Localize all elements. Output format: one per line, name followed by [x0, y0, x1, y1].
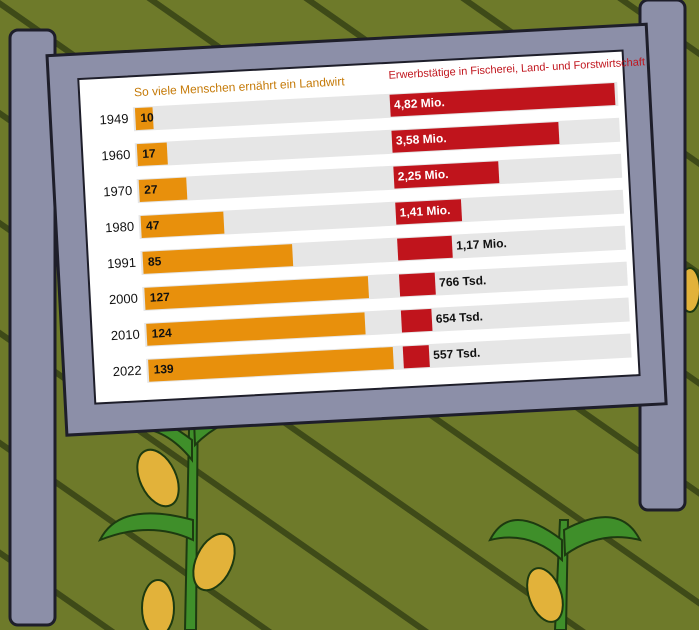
bar — [391, 121, 560, 153]
year-label: 1970 — [103, 183, 133, 199]
bar — [134, 107, 154, 131]
bar — [138, 177, 188, 203]
year-label: 1991 — [107, 255, 137, 271]
bar — [144, 276, 370, 310]
value-label: 766 Tsd. — [439, 273, 487, 289]
bar — [400, 308, 433, 333]
value-label: 127 — [149, 290, 170, 305]
year-label: 2000 — [109, 291, 139, 307]
row-background — [138, 189, 625, 240]
value-label: 27 — [144, 182, 158, 197]
bar — [142, 244, 294, 274]
value-label: 47 — [146, 218, 160, 233]
value-label: 17 — [142, 146, 156, 161]
bar — [136, 142, 168, 167]
bar — [148, 346, 394, 382]
bar — [398, 272, 436, 297]
bar — [146, 312, 366, 346]
value-label: 2,25 Mio. — [397, 167, 448, 184]
bar — [397, 235, 453, 261]
value-label: 654 Tsd. — [436, 309, 484, 325]
bar — [393, 161, 500, 189]
row-background — [136, 153, 623, 204]
year-label: 2022 — [112, 363, 142, 379]
value-label: 557 Tsd. — [433, 346, 481, 362]
year-label: 2010 — [110, 327, 140, 343]
bar — [395, 199, 463, 225]
value-label: 1,17 Mio. — [456, 236, 507, 253]
year-label: 1949 — [99, 111, 129, 127]
value-label: 139 — [153, 362, 174, 377]
value-label: 3,58 Mio. — [396, 131, 447, 148]
value-label: 10 — [140, 110, 154, 125]
bar — [140, 211, 225, 238]
value-label: 124 — [151, 326, 172, 341]
year-label: 1960 — [101, 147, 131, 163]
bar — [402, 345, 430, 369]
bar — [389, 83, 616, 117]
value-label: 85 — [148, 254, 162, 269]
value-label: 4,82 Mio. — [394, 95, 445, 112]
value-label: 1,41 Mio. — [399, 203, 450, 220]
year-label: 1980 — [105, 219, 135, 235]
sign: So viele Menschen ernährt ein Landwirt E… — [45, 22, 668, 437]
